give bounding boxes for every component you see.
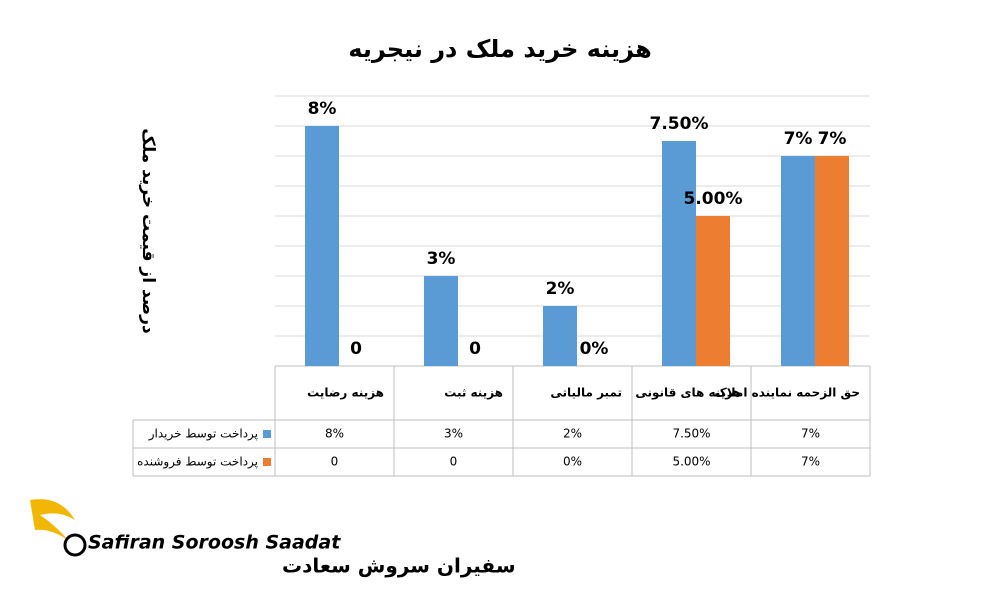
x-tick-label: هزینه ثبت bbox=[444, 386, 503, 400]
bar bbox=[696, 216, 730, 366]
table-value: 0% bbox=[563, 455, 582, 469]
bar bbox=[305, 126, 339, 366]
data-label: 3% bbox=[427, 249, 456, 269]
table-value: 5.00% bbox=[672, 455, 710, 469]
chart-title: هزینه خرید ملک در نیجریه bbox=[348, 35, 651, 63]
data-label: 0% bbox=[580, 339, 609, 359]
x-tick-label: تمبر مالیاتی bbox=[550, 386, 622, 400]
legend-swatch bbox=[263, 430, 271, 438]
bar bbox=[424, 276, 458, 366]
data-label: 0 bbox=[469, 339, 481, 359]
x-tick-label: حق الزحمه نماینده املاک bbox=[715, 386, 860, 400]
table-value: 3% bbox=[444, 427, 463, 441]
data-label: 5.00% bbox=[684, 189, 743, 209]
legend-label: پرداخت توسط خریدار bbox=[148, 427, 258, 442]
bar bbox=[662, 141, 696, 366]
logo-wing bbox=[30, 499, 75, 540]
legend-swatch bbox=[263, 458, 271, 466]
logo: Safiran Soroosh Saadat سفیران سروش سعادت bbox=[30, 499, 516, 578]
data-label: 2% bbox=[546, 279, 575, 299]
bar bbox=[543, 306, 577, 366]
x-tick-label: هزینه رضایت bbox=[307, 386, 384, 400]
table-value: 0 bbox=[331, 455, 339, 469]
data-label: 7% bbox=[818, 129, 847, 149]
table-value: 7.50% bbox=[672, 427, 710, 441]
table-value: 7% bbox=[801, 427, 820, 441]
data-label: 7% bbox=[784, 129, 813, 149]
y-axis-label: درصد از قیمت خرید ملک bbox=[138, 128, 158, 334]
logo-persian: سفیران سروش سعادت bbox=[282, 554, 516, 578]
legend-label: پرداخت توسط فروشنده bbox=[137, 455, 258, 470]
data-label: 7.50% bbox=[650, 114, 709, 134]
table-value: 0 bbox=[450, 455, 458, 469]
table-value: 2% bbox=[563, 427, 582, 441]
logo-ring bbox=[63, 533, 87, 557]
bar bbox=[781, 156, 815, 366]
logo-latin: Safiran Soroosh Saadat bbox=[88, 532, 341, 554]
x-tick-label: هزینه های قانونی bbox=[635, 386, 741, 401]
table-value: 7% bbox=[801, 455, 820, 469]
data-label: 8% bbox=[308, 99, 337, 119]
table-value: 8% bbox=[325, 427, 344, 441]
data-label: 0 bbox=[350, 339, 362, 359]
bar bbox=[815, 156, 849, 366]
